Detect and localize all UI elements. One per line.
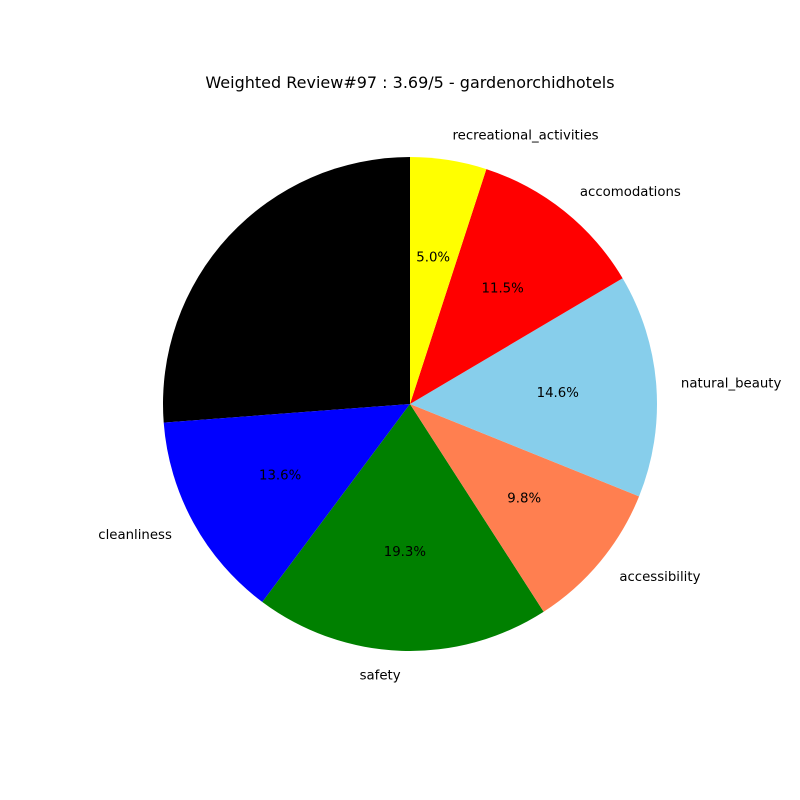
slice-pct-accomodations: 11.5% [482,281,524,296]
pie-slice-accessibility [410,404,640,612]
slice-pct-accessibility: 9.8% [507,491,541,506]
slice-label-natural-beauty: natural_beauty [681,377,782,392]
slice-label-safety: safety [360,669,401,684]
pie-slice-accomodations [410,169,623,404]
pie-slice-cleanliness [163,404,410,602]
pie-slices [162,157,658,652]
slice-pct-natural-beauty: 14.6% [537,386,579,401]
chart-title: Weighted Review#97 : 3.69/5 - gardenorch… [205,73,614,92]
pie-labels: cleanliness 13.6% safety 19.3% accessibility… [98,129,781,684]
slice-pct-recreational-activities: 5.0% [416,251,450,266]
slice-pct-cleanliness: 13.6% [259,468,301,483]
slice-label-recreational-activities: recreational_activities [453,129,599,144]
pie-slice-natural-beauty [410,278,658,497]
pie-slice-recreational-activities [410,157,487,404]
slice-label-accessibility: accessibility [619,570,700,585]
pie-slice-unlabeled [162,157,410,423]
slice-label-cleanliness: cleanliness [98,528,172,543]
slice-label-accomodations: accomodations [580,185,681,200]
pie-slice-safety [262,404,544,652]
slice-pct-safety: 19.3% [384,545,426,560]
